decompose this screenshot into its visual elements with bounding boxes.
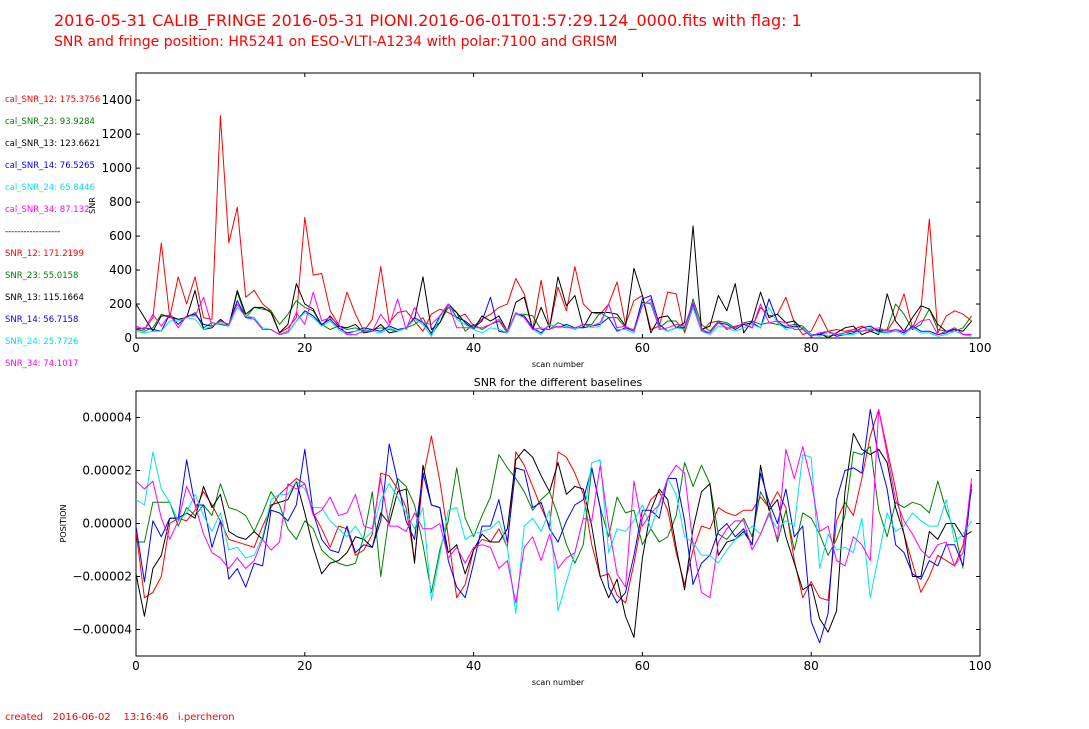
x-axis-label: scan number <box>532 678 585 687</box>
side-stat-8: SNR_23: 55.0158 <box>5 271 79 281</box>
side-stat-2: cal_SNR_13: 123.6621 <box>5 139 101 149</box>
x-tick-label: 80 <box>804 659 819 673</box>
y-tick-label: 0.00002 <box>82 464 132 478</box>
y-tick-label: 0.00000 <box>82 517 132 531</box>
plot-frame-0 <box>135 72 981 339</box>
side-stat-11: SNR_24: 25.7726 <box>5 337 79 347</box>
series-line-0-2 <box>135 225 972 339</box>
y-tick-label: 200 <box>109 297 132 311</box>
y-tick-label: 0.00004 <box>82 411 132 425</box>
x-tick-label: 40 <box>466 341 481 355</box>
y-tick-label: 0 <box>124 331 132 345</box>
x-tick-label: 40 <box>466 659 481 673</box>
y-tick-label: 400 <box>109 263 132 277</box>
x-tick-label: 60 <box>635 659 650 673</box>
y-tick-label: 1000 <box>101 161 132 175</box>
side-stat-0: cal_SNR_12: 175.3756 <box>5 95 101 105</box>
x-tick-label: 0 <box>132 659 140 673</box>
side-stat-12: SNR_34: 74.1017 <box>5 359 79 369</box>
x-tick-label: 0 <box>132 341 140 355</box>
series-line-0-5 <box>135 291 972 337</box>
x-tick-label: 20 <box>297 659 312 673</box>
y-axis-label: SNR <box>88 197 97 214</box>
side-stat-4: cal_SNR_24: 65.8446 <box>5 183 95 193</box>
x-tick-label: 100 <box>969 659 992 673</box>
y-tick-label: −0.00002 <box>72 570 132 584</box>
side-stat-6: ------------------ <box>5 227 61 237</box>
x-axis-label: scan number <box>532 360 585 369</box>
footer-created: created 2016-06-02 13:16:46 i.percheron <box>5 712 235 723</box>
side-stat-1: cal_SNR_23: 93.9284 <box>5 117 95 127</box>
y-tick-label: 1400 <box>101 93 132 107</box>
plot-frame-1 <box>135 390 981 657</box>
side-stat-7: SNR_12: 171.2199 <box>5 249 84 259</box>
side-stat-10: SNR_14: 56.7158 <box>5 315 79 325</box>
figure-subtitle: SNR and fringe position: HR5241 on ESO-V… <box>54 34 618 50</box>
series-line-1-3 <box>135 409 973 644</box>
plot-title: SNR for the different baselines <box>474 376 643 389</box>
y-tick-label: 1200 <box>101 127 132 141</box>
side-stat-9: SNR_13: 115.1664 <box>5 293 84 303</box>
y-tick-label: 600 <box>109 229 132 243</box>
x-tick-label: 80 <box>804 341 819 355</box>
y-tick-label: 800 <box>109 195 132 209</box>
series-line-1-5 <box>135 409 973 604</box>
side-stat-3: cal_SNR_14: 76.5265 <box>5 161 95 171</box>
series-line-1-2 <box>135 432 972 638</box>
x-tick-label: 20 <box>297 341 312 355</box>
x-tick-label: 60 <box>635 341 650 355</box>
y-tick-label: −0.00004 <box>72 623 132 637</box>
y-axis-label: POSITION <box>59 504 68 542</box>
x-tick-label: 100 <box>969 341 992 355</box>
figure-title: 2016-05-31 CALIB_FRINGE 2016-05-31 PIONI… <box>54 11 802 30</box>
side-stat-5: cal_SNR_34: 87.132 <box>5 205 90 215</box>
